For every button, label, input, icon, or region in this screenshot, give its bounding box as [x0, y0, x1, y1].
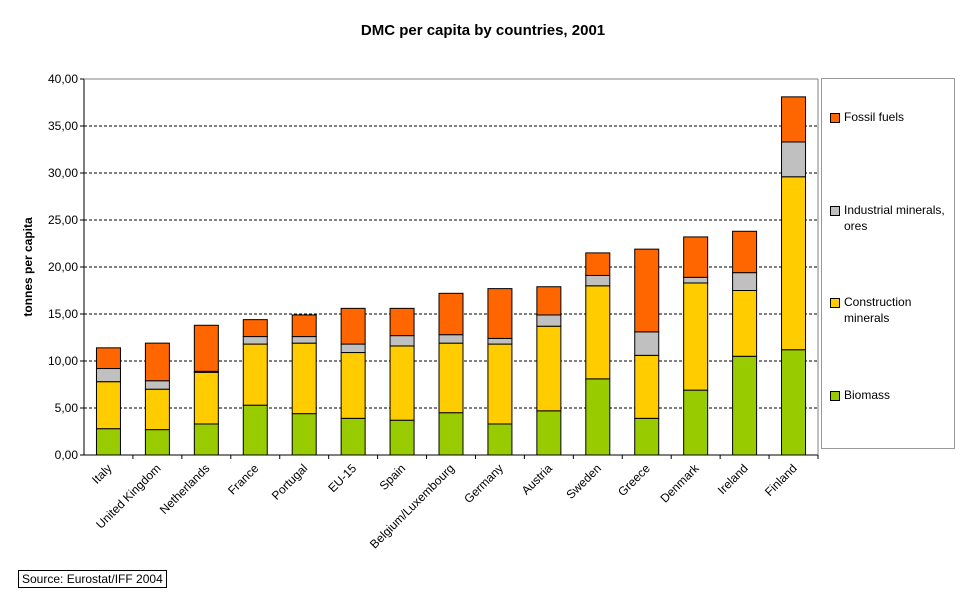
bar-fossil-fuels — [95, 347, 121, 370]
bar-industrial-minerals-ores — [781, 141, 807, 178]
bar-industrial-minerals-ores — [291, 336, 317, 344]
y-tick-label: 20,00 — [48, 260, 78, 274]
bar-fossil-fuels — [291, 314, 317, 338]
bar-industrial-minerals-ores — [340, 343, 366, 354]
bar-construction-minerals — [536, 325, 562, 412]
legend-item-biomass: Biomass — [830, 387, 956, 403]
bar-biomass — [291, 413, 317, 456]
bar-industrial-minerals-ores — [242, 336, 268, 345]
bar-construction-minerals — [242, 343, 268, 406]
bar-industrial-minerals-ores — [536, 314, 562, 327]
bar-biomass — [340, 417, 366, 456]
y-axis-label: tonnes per capita — [21, 217, 35, 317]
x-tick-label: Greece — [615, 461, 653, 499]
legend-label-construction-minerals: Construction minerals — [844, 295, 912, 325]
bar-construction-minerals — [144, 388, 170, 431]
x-tick-label: Ireland — [715, 461, 751, 497]
bar-biomass — [193, 423, 219, 456]
bar-construction-minerals — [291, 342, 317, 415]
bar-construction-minerals — [193, 371, 219, 425]
bar-biomass — [585, 378, 611, 456]
bar-construction-minerals — [95, 381, 121, 430]
bar-industrial-minerals-ores — [389, 335, 415, 347]
bar-construction-minerals — [585, 285, 611, 380]
bar-fossil-fuels — [389, 307, 415, 337]
bar-fossil-fuels — [732, 230, 758, 274]
bar-biomass — [634, 417, 660, 456]
y-tick-label: 35,00 — [48, 119, 78, 133]
bar-construction-minerals — [781, 176, 807, 351]
bar-fossil-fuels — [536, 286, 562, 316]
bar-biomass — [95, 428, 121, 456]
bar-industrial-minerals-ores — [585, 274, 611, 287]
x-tick-label: Portugal — [269, 461, 311, 503]
y-tick-label: 25,00 — [48, 213, 78, 227]
legend-swatch-fossil-fuels — [830, 113, 840, 123]
bar-industrial-minerals-ores — [144, 380, 170, 390]
y-tick-label: 30,00 — [48, 166, 78, 180]
bar-biomass — [389, 419, 415, 456]
bar-industrial-minerals-ores — [732, 272, 758, 292]
legend-swatch-industrial-minerals — [830, 206, 840, 216]
x-tick-label: Denmark — [657, 461, 702, 506]
x-tick-label: Netherlands — [157, 461, 213, 517]
legend-label-fossil-fuels: Fossil fuels — [844, 110, 905, 124]
bar-industrial-minerals-ores — [683, 276, 709, 284]
x-tick-label: Spain — [377, 461, 409, 493]
x-tick-label: Belgium/Luxembourg — [367, 461, 457, 551]
legend-label-biomass: Biomass — [844, 388, 891, 402]
bar-biomass — [487, 423, 513, 456]
bar-biomass — [438, 412, 464, 456]
bar-biomass — [242, 404, 268, 456]
bar-fossil-fuels — [193, 324, 219, 372]
bar-construction-minerals — [438, 342, 464, 414]
bar-construction-minerals — [340, 352, 366, 419]
legend-item-fossil-fuels: Fossil fuels — [830, 109, 956, 125]
bar-fossil-fuels — [634, 248, 660, 333]
bar-industrial-minerals-ores — [634, 331, 660, 356]
x-tick-label: Italy — [89, 461, 114, 486]
legend-label-industrial-minerals: Industrial minerals, ores — [844, 203, 945, 233]
bar-biomass — [781, 349, 807, 456]
bar-biomass — [683, 389, 709, 456]
bar-fossil-fuels — [242, 319, 268, 338]
bar-biomass — [144, 429, 170, 456]
legend-item-industrial-minerals: Industrial minerals, ores — [830, 202, 956, 234]
x-tick-label: France — [225, 461, 262, 498]
bar-biomass — [536, 410, 562, 456]
y-tick-label: 10,00 — [48, 354, 78, 368]
y-tick-label: 0,00 — [55, 448, 79, 462]
x-tick-label: Austria — [519, 461, 556, 498]
bar-biomass — [732, 355, 758, 456]
bar-industrial-minerals-ores — [438, 334, 464, 344]
legend-swatch-biomass — [830, 391, 840, 401]
bar-fossil-fuels — [781, 96, 807, 143]
bar-construction-minerals — [634, 354, 660, 419]
bar-fossil-fuels — [683, 236, 709, 278]
x-tick-label: Germany — [461, 461, 506, 506]
legend-item-construction-minerals: Construction minerals — [830, 294, 956, 326]
bar-fossil-fuels — [340, 307, 366, 345]
chart-legend: Fossil fuels Industrial minerals, ores C… — [821, 78, 955, 449]
y-tick-label: 15,00 — [48, 307, 78, 321]
bar-fossil-fuels — [144, 342, 170, 382]
chart-title: DMC per capita by countries, 2001 — [360, 22, 606, 39]
bar-construction-minerals — [487, 343, 513, 425]
bar-industrial-minerals-ores — [95, 368, 121, 383]
y-tick-label: 5,00 — [55, 401, 79, 415]
bar-fossil-fuels — [585, 252, 611, 276]
bar-construction-minerals — [389, 345, 415, 421]
x-tick-label: EU-15 — [325, 461, 359, 495]
x-tick-label: Sweden — [563, 461, 604, 502]
legend-swatch-construction-minerals — [830, 298, 840, 308]
bar-construction-minerals — [683, 282, 709, 391]
bar-fossil-fuels — [438, 292, 464, 336]
x-tick-label: Finland — [762, 461, 800, 499]
source-note: Source: Eurostat/IFF 2004 — [18, 570, 167, 588]
y-tick-label: 40,00 — [48, 72, 78, 86]
bar-industrial-minerals-ores — [487, 337, 513, 345]
bar-construction-minerals — [732, 290, 758, 357]
bar-fossil-fuels — [487, 288, 513, 339]
